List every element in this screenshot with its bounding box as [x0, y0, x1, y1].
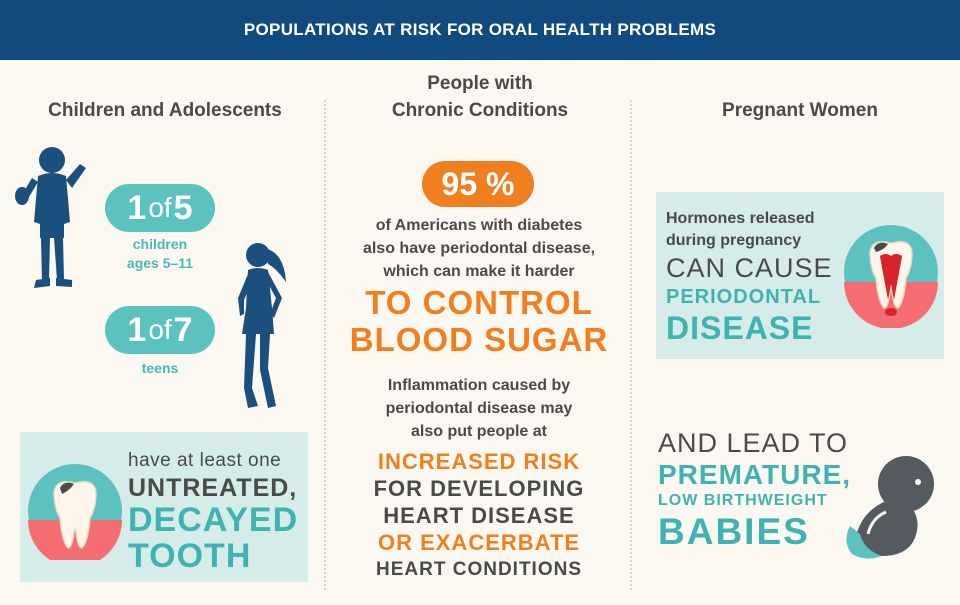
decayed-line3: DECAYED	[128, 501, 299, 539]
decayed-line1: have at least one	[128, 450, 282, 471]
heart-risk-line3: HEART DISEASE	[383, 503, 575, 528]
stat-children-label: children ages 5–11	[100, 235, 220, 273]
stat-children-den: 5	[173, 188, 193, 227]
stat-children-label-line1: children	[132, 236, 188, 252]
premature-text: AND LEAD TO PREMATURE, LOW BIRTHWEIGHT B…	[658, 427, 858, 553]
premature-line1: AND LEAD TO	[658, 428, 849, 458]
pregnant-title: Pregnant Women	[722, 100, 878, 121]
inflammation-text-line2: periodontal disease may	[385, 400, 573, 417]
column-divider-right	[630, 100, 632, 590]
fetus-icon	[846, 456, 934, 559]
periodontal-line2: during pregnancy	[666, 232, 802, 249]
diabetes-text-line2: also have periodontal disease,	[362, 240, 596, 257]
heart-risk-line5: HEART CONDITIONS	[376, 559, 582, 580]
stat-diabetes-value: 95 %	[441, 165, 515, 202]
inflammation-text-line1: Inflammation caused by	[387, 377, 571, 394]
premature-line3: LOW BIRTHWEIGHT	[658, 492, 828, 509]
chronic-title: People with Chronic Conditions	[335, 70, 625, 124]
diabetes-text-line1: of Americans with diabetes	[375, 217, 583, 234]
periodontal-line3: CAN CAUSE	[666, 253, 833, 283]
boy-silhouette-icon	[15, 147, 86, 288]
tooth-inflamed-icon	[844, 225, 938, 328]
heart-risk-line2: FOR DEVELOPING	[373, 476, 585, 501]
page-banner: POPULATIONS AT RISK FOR ORAL HEALTH PROB…	[0, 0, 960, 60]
diabetes-text: of Americans with diabetes also have per…	[330, 214, 628, 283]
girl-silhouette-icon	[238, 243, 286, 408]
stat-children-of: of	[148, 192, 172, 223]
decayed-line4: TOOTH	[128, 537, 252, 575]
premature-line4: BABIES	[658, 511, 810, 552]
chronic-title-line1: People with	[427, 73, 533, 94]
decayed-tooth-text: have at least one UNTREATED, DECAYED TOO…	[128, 450, 306, 574]
blood-sugar-emphasis: TO CONTROL BLOOD SUGAR	[330, 284, 628, 358]
chronic-title-line2: Chronic Conditions	[391, 100, 569, 121]
heart-risk-line1: INCREASED RISK	[377, 449, 581, 474]
tooth-decay-icon	[28, 464, 122, 560]
inflammation-text-line3: also put people at	[410, 423, 547, 440]
decayed-line2: UNTREATED,	[128, 474, 298, 502]
heart-risk-emphasis: INCREASED RISK FOR DEVELOPING HEART DISE…	[330, 448, 628, 583]
periodontal-line1: Hormones released	[666, 210, 815, 227]
diabetes-text-line3: which can make it harder	[383, 263, 575, 280]
decayed-tooth-box: have at least one UNTREATED, DECAYED TOO…	[20, 432, 308, 582]
heart-risk-line4: OR EXACERBATE	[377, 530, 581, 555]
stat-children-pill: 1 of 5	[105, 184, 215, 232]
stat-children-num: 1	[127, 188, 147, 227]
periodontal-box: Hormones released during pregnancy CAN C…	[656, 192, 944, 359]
inflammation-text: Inflammation caused by periodontal disea…	[330, 374, 628, 443]
stat-teens-num: 1	[127, 310, 147, 349]
stat-teens-label: teens	[141, 360, 179, 376]
stat-teens-den: 7	[173, 310, 193, 349]
stat-children-label-line2: ages 5–11	[126, 255, 194, 271]
periodontal-text: Hormones released during pregnancy CAN C…	[666, 208, 856, 346]
banner-title: POPULATIONS AT RISK FOR ORAL HEALTH PROB…	[243, 20, 717, 39]
stat-teens-of: of	[148, 314, 172, 345]
children-title: Children and Adolescents	[48, 100, 282, 121]
premature-line2: PREMATURE,	[658, 459, 852, 490]
blood-sugar-line2: BLOOD SUGAR	[349, 321, 609, 358]
periodontal-line4: PERIODONTAL	[666, 286, 822, 308]
blood-sugar-line1: TO CONTROL	[365, 284, 593, 321]
stat-teens-pill: 1 of 7	[105, 306, 215, 354]
periodontal-line5: DISEASE	[666, 310, 814, 346]
stat-diabetes-pill: 95 %	[422, 161, 534, 207]
column-divider-left	[324, 100, 326, 590]
